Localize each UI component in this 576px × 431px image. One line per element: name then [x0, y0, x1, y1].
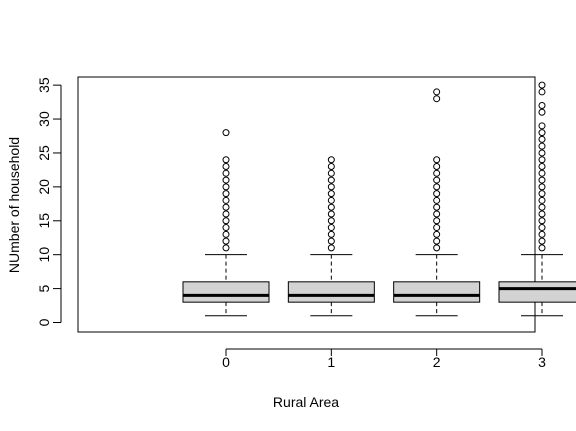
outlier-point [538, 108, 546, 116]
outlier-point [327, 224, 335, 232]
outlier-point [433, 190, 441, 198]
outlier-point [433, 95, 441, 103]
outlier-point [433, 156, 441, 164]
outlier-point [222, 169, 230, 177]
outlier-point [433, 210, 441, 218]
box-2 [393, 88, 481, 317]
outlier-point [538, 142, 546, 150]
outlier-point [538, 244, 546, 252]
outlier-point [327, 217, 335, 225]
y-tick-label: 10 [36, 247, 52, 263]
outlier-point [222, 129, 230, 137]
outlier-point [538, 81, 546, 89]
iqr-box [498, 281, 576, 303]
outlier-point [222, 210, 230, 218]
outlier-point [433, 244, 441, 252]
outlier-point [433, 237, 441, 245]
outlier-point [538, 169, 546, 177]
boxes [182, 81, 576, 317]
x-tick-label: 0 [222, 354, 230, 370]
outlier-point [327, 169, 335, 177]
x-tick-label: 3 [538, 354, 546, 370]
outlier-point [222, 217, 230, 225]
outlier-point [327, 230, 335, 238]
outlier-point [327, 244, 335, 252]
y-tick-label: 30 [36, 111, 52, 127]
outlier-point [538, 190, 546, 198]
outlier-point [222, 230, 230, 238]
outlier-point [538, 230, 546, 238]
outlier-point [327, 196, 335, 204]
outlier-point [538, 217, 546, 225]
outlier-point [327, 190, 335, 198]
x-tick-label: 2 [433, 354, 441, 370]
outlier-point [222, 203, 230, 211]
y-tick-label: 5 [36, 284, 52, 292]
outlier-point [327, 183, 335, 191]
plot-frame [77, 76, 536, 333]
y-tick-label: 20 [36, 179, 52, 195]
outlier-point [433, 230, 441, 238]
outlier-point [538, 224, 546, 232]
outlier-point [222, 196, 230, 204]
box-0 [182, 129, 270, 317]
outlier-point [538, 101, 546, 109]
outlier-point [327, 176, 335, 184]
outlier-point [222, 237, 230, 245]
outlier-point [538, 156, 546, 164]
outlier-point [538, 237, 546, 245]
outlier-point [538, 176, 546, 184]
outlier-point [433, 196, 441, 204]
outlier-point [433, 176, 441, 184]
outlier-point [433, 203, 441, 211]
outlier-point [327, 163, 335, 171]
x-axis: 0 1 2 3 [222, 348, 546, 370]
outlier-point [538, 122, 546, 130]
outlier-point [433, 183, 441, 191]
x-axis-label: Rural Area [273, 394, 339, 410]
y-tick-label: 35 [36, 77, 52, 93]
outlier-point [433, 169, 441, 177]
outlier-point [222, 176, 230, 184]
outlier-point [222, 156, 230, 164]
outlier-point [538, 196, 546, 204]
outlier-point [538, 163, 546, 171]
outlier-point [222, 244, 230, 252]
iqr-box [182, 281, 270, 303]
iqr-box [393, 281, 481, 303]
iqr-box [287, 281, 375, 303]
outlier-point [538, 149, 546, 157]
outlier-point [222, 224, 230, 232]
outlier-point [327, 237, 335, 245]
outlier-point [327, 210, 335, 218]
outlier-point [538, 210, 546, 218]
outlier-point [538, 183, 546, 191]
outlier-point [222, 183, 230, 191]
outlier-point [538, 203, 546, 211]
box-3 [498, 81, 576, 317]
x-tick-label: 1 [327, 354, 335, 370]
y-tick-label: 25 [36, 145, 52, 161]
box-1 [287, 156, 375, 317]
y-tick-label: 0 [36, 318, 52, 326]
y-axis-label: NUmber of household [6, 137, 22, 273]
outlier-point [538, 129, 546, 137]
outlier-point [327, 203, 335, 211]
outlier-point [538, 135, 546, 143]
outlier-point [433, 163, 441, 171]
outlier-point [222, 190, 230, 198]
outlier-point [222, 163, 230, 171]
y-axis: 0 5 10 15 20 25 30 35 [36, 77, 62, 326]
outlier-point [433, 217, 441, 225]
y-tick-label: 15 [36, 213, 52, 229]
outlier-point [433, 88, 441, 96]
outlier-point [433, 224, 441, 232]
outlier-point [327, 156, 335, 164]
outlier-point [538, 88, 546, 96]
